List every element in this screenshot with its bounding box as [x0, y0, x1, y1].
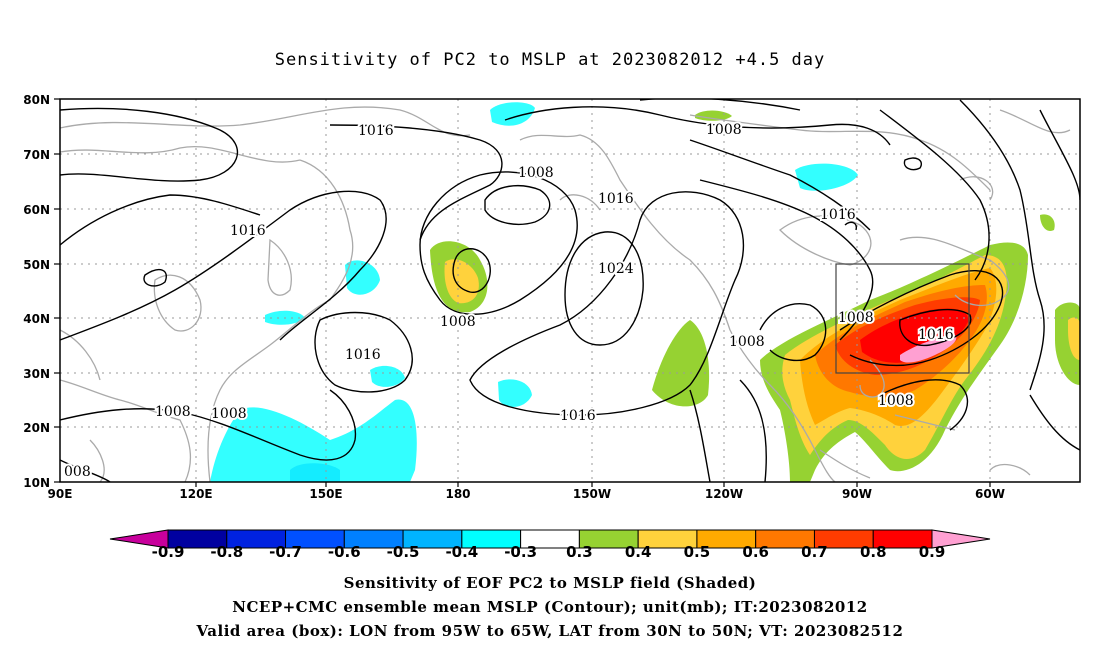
colorbar-labels: -0.9 -0.8 -0.7 -0.6 -0.5 -0.4 -0.3 0.3 0.4 0.5 0.6…	[152, 543, 946, 561]
contour-label: 1016	[358, 123, 394, 139]
lat-ticks	[54, 98, 60, 483]
lat-label: 70N	[23, 148, 50, 162]
contour-label: 008	[64, 464, 91, 480]
contour-label: 1024	[598, 261, 634, 277]
longitude-labels: 90E 120E 150E 180 150W 120W 90W 60W	[48, 487, 1005, 501]
valid-area-box	[835, 263, 970, 374]
colorbar-max-arrow	[931, 529, 991, 549]
lat-label: 10N	[23, 476, 50, 490]
neg-patch	[210, 399, 417, 482]
contour-label: 1008	[518, 165, 554, 181]
caption-line-1: Sensitivity of EOF PC2 to MSLP field (Sh…	[343, 574, 757, 592]
pos-patch	[1040, 214, 1055, 231]
neg-patch	[370, 365, 405, 387]
contour-label: 1008	[729, 334, 765, 350]
lon-ticks	[195, 482, 991, 487]
contour-label: 1016	[230, 223, 266, 239]
neg-patch	[345, 260, 380, 295]
contour-labels: 1016 1008 1008 1016 1016 1016 1024 1008 …	[62, 120, 956, 482]
lon-label: 180	[445, 487, 470, 501]
chart-title: Sensitivity of PC2 to MSLP at 2023082012…	[274, 50, 826, 70]
latitude-labels: 80N 70N 60N 50N 40N 30N 20N 10N	[23, 93, 50, 490]
colorbar-label: 0.6	[742, 543, 769, 561]
lat-label: 30N	[23, 367, 50, 381]
colorbar-label: 0.4	[625, 543, 652, 561]
colorbar	[109, 529, 991, 549]
lon-label: 150W	[573, 487, 611, 501]
colorbar-label: 0.3	[566, 543, 593, 561]
lon-label: 150E	[309, 487, 342, 501]
lon-label: 120W	[705, 487, 743, 501]
colorbar-label: -0.5	[387, 543, 420, 561]
pos-patch	[652, 320, 710, 407]
lat-label: 80N	[23, 93, 50, 107]
neg-patch	[795, 163, 858, 191]
contour-label: 1016	[820, 207, 856, 223]
lon-label: 90E	[48, 487, 73, 501]
lat-label: 60N	[23, 203, 50, 217]
contour-label: 1016	[598, 191, 634, 207]
colorbar-label: -0.7	[269, 543, 302, 561]
pos-patch	[1068, 317, 1080, 360]
pos-patch	[695, 110, 732, 121]
colorbar-label: -0.4	[445, 543, 478, 561]
neg-patch	[290, 463, 340, 482]
colorbar-label: 0.8	[860, 543, 887, 561]
lat-label: 50N	[23, 258, 50, 272]
contour-label: 1016	[345, 347, 381, 363]
lon-label: 60W	[975, 487, 1005, 501]
map-layer	[60, 99, 1080, 482]
caption-line-3: Valid area (box): LON from 95W to 65W, L…	[196, 622, 904, 640]
colorbar-label: -0.3	[504, 543, 537, 561]
lat-label: 20N	[23, 421, 50, 435]
colorbar-label: -0.9	[152, 543, 185, 561]
grid-lines	[60, 99, 1080, 482]
neg-patch	[490, 102, 535, 126]
contour-label: 1016	[560, 408, 596, 424]
contour-label: 1008	[878, 393, 914, 409]
lon-label: 120E	[179, 487, 212, 501]
colorbar-label: 0.5	[684, 543, 711, 561]
caption-line-2: NCEP+CMC ensemble mean MSLP (Contour); u…	[232, 598, 868, 616]
colorbar-label: 0.9	[919, 543, 946, 561]
pos-patch	[860, 308, 969, 363]
lon-label: 90W	[842, 487, 872, 501]
contour-label: 1008	[211, 406, 247, 422]
contour-label: 1008	[155, 404, 191, 420]
colorbar-label: -0.6	[328, 543, 361, 561]
colorbar-label: -0.8	[210, 543, 243, 561]
map-frame	[59, 98, 1081, 483]
mslp-contours	[60, 99, 1080, 482]
colorbar-label: 0.7	[801, 543, 828, 561]
neg-patch	[498, 379, 532, 407]
contour-label: 1016	[918, 327, 954, 343]
contour-label: 1008	[440, 314, 476, 330]
lat-label: 40N	[23, 312, 50, 326]
contour-label: 1008	[706, 122, 742, 138]
sensitivity-shading	[210, 102, 1080, 482]
contour-label: 1008	[838, 310, 874, 326]
